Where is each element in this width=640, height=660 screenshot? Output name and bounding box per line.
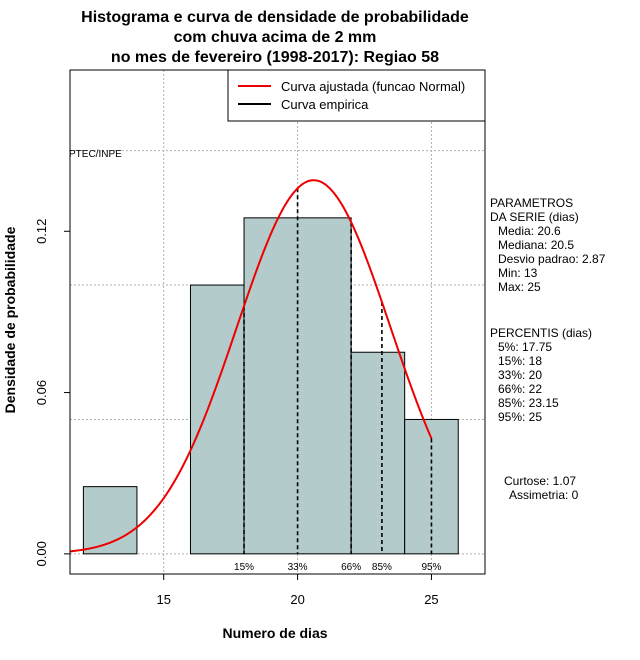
y-axis-title: Densidade de probabilidade xyxy=(2,226,18,413)
percentile-line: PERCENTIS (dias) xyxy=(490,326,592,340)
percentile-label: 33% xyxy=(288,562,308,573)
param-line: Desvio padrao: 2.87 xyxy=(498,252,606,266)
percentiles-panel: PERCENTIS (dias) 5%: 17.75 15%: 18 33%: … xyxy=(490,326,592,424)
param-line: Media: 20.6 xyxy=(498,224,561,238)
param-line: Mediana: 20.5 xyxy=(498,238,574,252)
percentile-line: 5%: 17.75 xyxy=(498,340,552,354)
title-line-1: Histograma e curva de densidade de proba… xyxy=(81,9,469,26)
title-line-2: com chuva acima de 2 mm xyxy=(174,29,377,46)
axes-layer: 15 20 25 0.00 0.06 0.12 xyxy=(34,219,439,607)
percentile-line: 66%: 22 xyxy=(498,382,542,396)
param-line: DA SERIE (dias) xyxy=(490,210,579,224)
x-tick-label: 15 xyxy=(156,592,170,607)
kurtosis-label: Curtose: 1.07 xyxy=(504,474,576,488)
percentile-label: 85% xyxy=(372,562,392,573)
parameters-panel: PARAMETROS DA SERIE (dias) Media: 20.6 M… xyxy=(490,196,606,294)
percentile-label: 95% xyxy=(421,562,441,573)
histogram-bar xyxy=(82,486,138,555)
y-tick-label: 0.12 xyxy=(34,219,49,244)
legend-label-empirical: Curva empirica xyxy=(281,97,369,112)
y-tick-label: 0.00 xyxy=(34,541,49,566)
percentile-lines-layer: 15% 33% 66% 85% 95% xyxy=(234,188,442,573)
watermark-label: PTEC/INPE xyxy=(69,149,122,160)
param-line: Min: 13 xyxy=(498,266,538,280)
shape-stats-panel: Curtose: 1.07 Assimetria: 0 xyxy=(504,474,579,502)
x-axis-title: Numero de dias xyxy=(222,625,327,641)
legend: Curva ajustada (funcao Normal) Curva emp… xyxy=(227,69,486,122)
legend-box xyxy=(227,69,486,122)
legend-label-normal: Curva ajustada (funcao Normal) xyxy=(281,79,465,94)
x-tick-label: 20 xyxy=(290,592,304,607)
param-line: PARAMETROS xyxy=(490,196,573,210)
curve-layer xyxy=(69,179,433,553)
percentile-line: 15%: 18 xyxy=(498,354,542,368)
title-line-3: no mes de fevereiro (1998-2017): Regiao … xyxy=(111,49,439,66)
skewness-label: Assimetria: 0 xyxy=(509,488,579,502)
histogram-bar xyxy=(350,351,406,555)
percentile-line: 95%: 25 xyxy=(498,410,542,424)
normal-fit-curve xyxy=(69,179,433,553)
param-line: Max: 25 xyxy=(498,280,541,294)
bars-layer xyxy=(82,217,459,555)
percentile-label: 15% xyxy=(234,562,254,573)
chart-title: Histograma e curva de densidade de proba… xyxy=(81,9,469,66)
percentile-line: 33%: 20 xyxy=(498,368,542,382)
percentile-line: 85%: 23.15 xyxy=(498,396,559,410)
y-tick-label: 0.06 xyxy=(34,380,49,405)
x-tick-label: 25 xyxy=(424,592,438,607)
histogram-bar xyxy=(189,284,245,555)
percentile-label: 66% xyxy=(341,562,361,573)
